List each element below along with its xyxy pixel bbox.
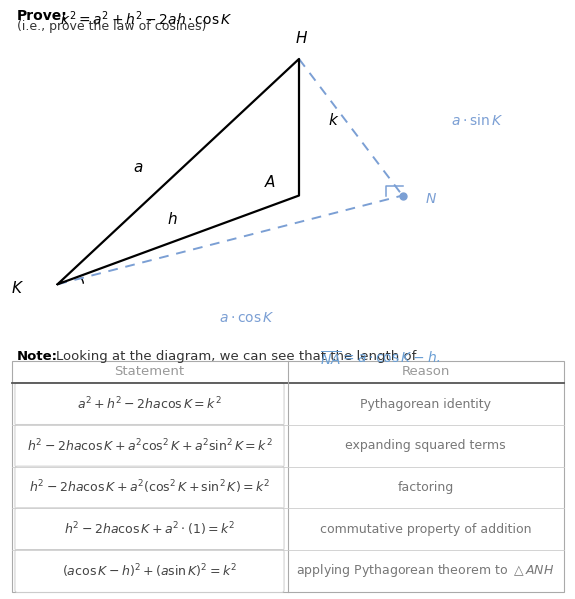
Text: $h^2 - 2ha\cos K + a^2\cos^2 K + a^2\sin^2 K = k^2$: $h^2 - 2ha\cos K + a^2\cos^2 K + a^2\sin… bbox=[26, 438, 273, 454]
Text: $a \cdot \sin K$: $a \cdot \sin K$ bbox=[451, 113, 504, 128]
Text: Looking at the diagram, we can see that the length of: Looking at the diagram, we can see that … bbox=[56, 350, 417, 364]
Text: $(a\cos K - h)^2 + (a\sin K)^2 = k^2$: $(a\cos K - h)^2 + (a\sin K)^2 = k^2$ bbox=[62, 562, 237, 580]
Text: $h^2 - 2ha\cos K + a^2(\cos^2 K + \sin^2 K) = k^2$: $h^2 - 2ha\cos K + a^2(\cos^2 K + \sin^2… bbox=[29, 479, 270, 497]
Text: $a^2 + h^2 - 2ha\cos K = k^2$: $a^2 + h^2 - 2ha\cos K = k^2$ bbox=[77, 396, 222, 413]
Text: $K$: $K$ bbox=[11, 280, 24, 296]
Text: (i.e., prove the law of cosines): (i.e., prove the law of cosines) bbox=[17, 20, 206, 33]
Text: commutative property of addition: commutative property of addition bbox=[320, 523, 531, 536]
Text: factoring: factoring bbox=[397, 481, 454, 494]
Text: $\overline{NA}$: $\overline{NA}$ bbox=[320, 350, 342, 369]
Text: $h$: $h$ bbox=[167, 211, 178, 228]
Text: $= a \cdot \cos K - h$.: $= a \cdot \cos K - h$. bbox=[340, 350, 442, 365]
Text: $H$: $H$ bbox=[296, 31, 308, 47]
Text: Prove:: Prove: bbox=[17, 9, 68, 23]
Text: Pythagorean identity: Pythagorean identity bbox=[360, 398, 491, 411]
Text: $h^2 - 2ha\cos K + a^2 \cdot (1) = k^2$: $h^2 - 2ha\cos K + a^2 \cdot (1) = k^2$ bbox=[64, 521, 235, 538]
Text: applying Pythagorean theorem to $\triangle ANH$: applying Pythagorean theorem to $\triang… bbox=[296, 562, 555, 579]
Text: $k$: $k$ bbox=[328, 113, 339, 128]
Text: $N$: $N$ bbox=[426, 192, 437, 206]
Text: $a$: $a$ bbox=[133, 161, 143, 175]
Text: Reason: Reason bbox=[401, 365, 450, 379]
Text: $A$: $A$ bbox=[264, 174, 277, 190]
Text: expanding squared terms: expanding squared terms bbox=[345, 440, 506, 452]
Text: Statement: Statement bbox=[114, 365, 185, 379]
Text: $a \cdot \cos K$: $a \cdot \cos K$ bbox=[219, 311, 275, 325]
Text: Note:: Note: bbox=[17, 350, 58, 364]
Text: $k^2 = a^2 + h^2 - 2ah \cdot \cos K$: $k^2 = a^2 + h^2 - 2ah \cdot \cos K$ bbox=[60, 9, 233, 28]
